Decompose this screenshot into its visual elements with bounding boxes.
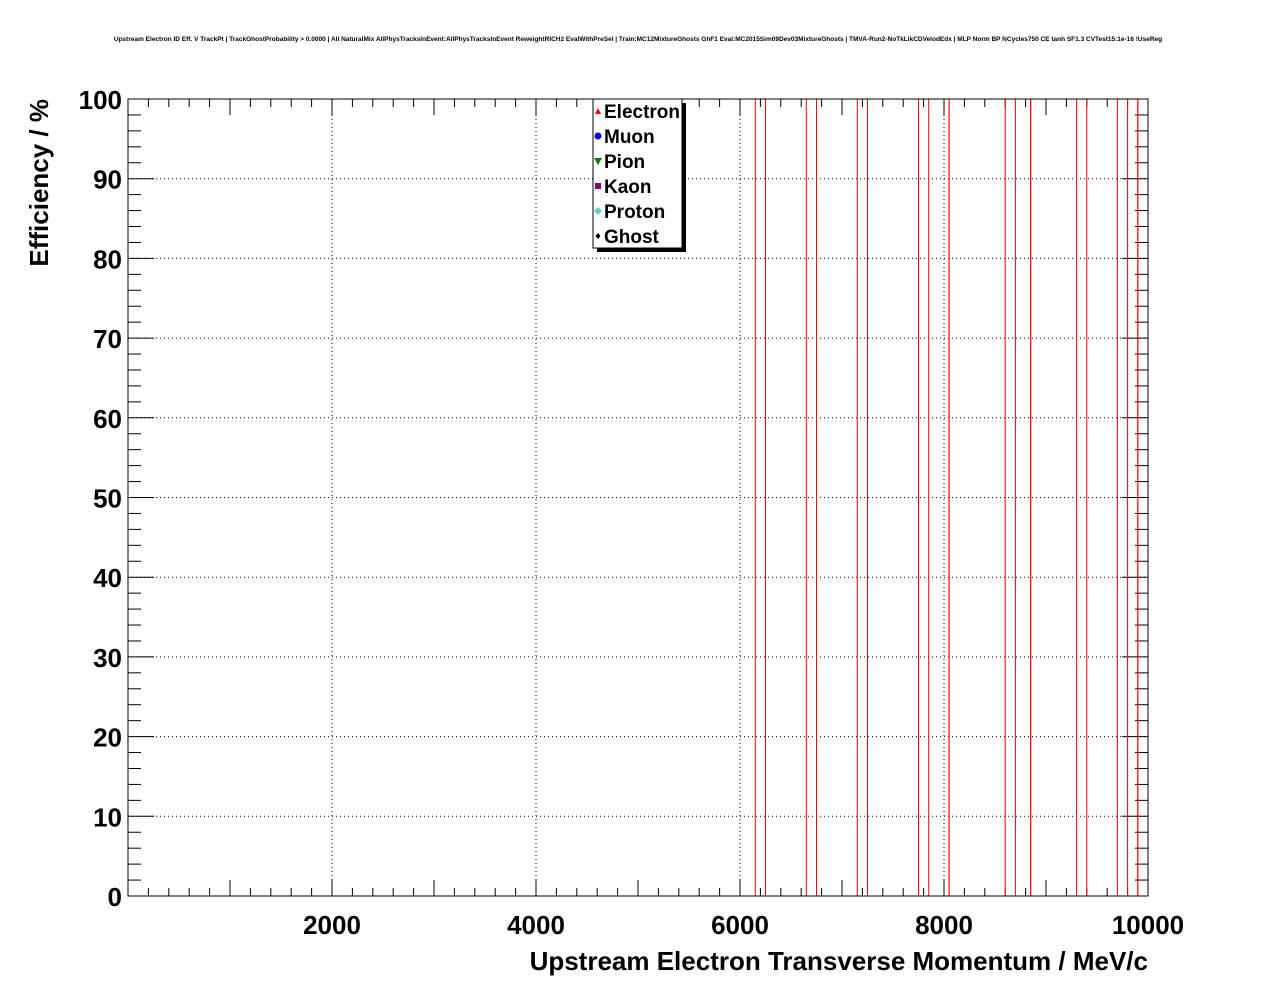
legend-label-pion: Pion (604, 152, 645, 173)
legend: Electron Muon Pion Kaon Proton Ghost (592, 98, 686, 252)
y-tick-label: 100 (79, 85, 122, 115)
x-tick-label: 6000 (711, 910, 769, 940)
legend-marker-proton (594, 207, 602, 215)
grid-layer (128, 99, 1148, 896)
electron-bars-layer (754, 99, 1139, 896)
chart-title: Upstream Electron ID Eff. V TrackPt | Tr… (113, 36, 1163, 43)
legend-marker-electron (595, 108, 601, 114)
legend-label-ghost: Ghost (604, 227, 660, 248)
tick-labels-layer: 2000 4000 6000 8000 10000 0 10 20 30 40 50 60 70 80 90… (79, 85, 1185, 940)
y-tick-label: 0 (108, 882, 122, 912)
y-tick-label: 70 (93, 324, 122, 354)
y-tick-label: 40 (93, 563, 122, 593)
y-tick-label: 50 (93, 484, 122, 514)
y-axis-title: Efficiency / % (24, 99, 54, 267)
legend-label-electron: Electron (604, 102, 680, 123)
legend-marker-ghost (595, 233, 601, 239)
y-tick-label: 60 (93, 404, 122, 434)
y-tick-label: 10 (93, 802, 122, 832)
y-tick-label: 90 (93, 165, 122, 195)
y-tick-label: 30 (93, 643, 122, 673)
legend-marker-muon (594, 132, 602, 140)
legend-marker-kaon (595, 183, 601, 189)
x-tick-label: 4000 (507, 910, 565, 940)
legend-label-kaon: Kaon (604, 177, 652, 198)
ticks-layer (128, 99, 1148, 896)
legend-label-muon: Muon (604, 127, 655, 148)
y-tick-label: 80 (93, 244, 122, 274)
x-tick-label: 10000 (1112, 910, 1184, 940)
y-tick-label: 20 (93, 723, 122, 753)
legend-box (592, 98, 683, 249)
legend-marker-pion (594, 158, 602, 165)
legend-label-proton: Proton (604, 202, 665, 223)
x-tick-label: 8000 (915, 910, 973, 940)
x-axis-title: Upstream Electron Transverse Momentum / … (530, 946, 1148, 976)
x-tick-label: 2000 (303, 910, 361, 940)
